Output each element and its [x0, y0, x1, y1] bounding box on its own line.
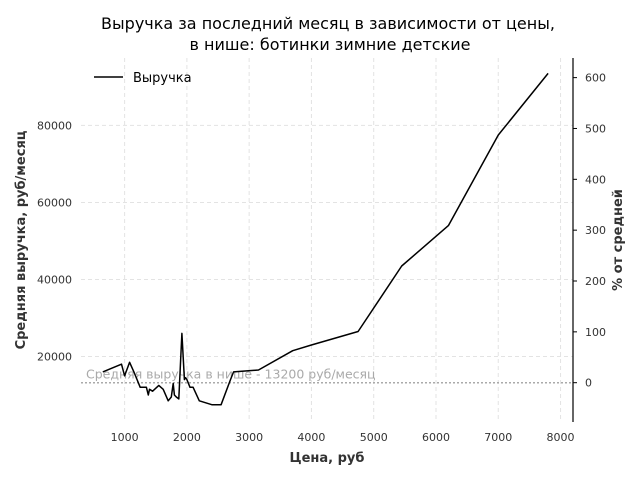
- y2-tick-label: 200: [585, 275, 606, 288]
- series-line-revenue: [102, 72, 549, 406]
- legend-label: Выручка: [133, 71, 192, 86]
- grid: [81, 58, 573, 422]
- y-tick-label: 20000: [37, 351, 72, 364]
- y2-tick-label: 600: [585, 72, 606, 85]
- y2-tick-label: 400: [585, 173, 606, 186]
- y-tick-label: 60000: [37, 196, 72, 209]
- y-tick-label: 80000: [37, 119, 72, 132]
- y2-tick-label: 500: [585, 122, 606, 135]
- x-tick-label: 6000: [422, 431, 450, 444]
- x-tick-label: 1000: [111, 431, 139, 444]
- x-tick-label: 5000: [360, 431, 388, 444]
- series-group: [102, 72, 549, 406]
- chart-title-line-2: в нише: ботинки зимние детские: [189, 35, 470, 54]
- x-tick-label: 2000: [173, 431, 201, 444]
- y2-tick-label: 0: [585, 377, 592, 390]
- axes: 1000 2000 3000 4000 5000 6000 7000 800020000400…: [37, 58, 606, 444]
- x-axis-label: Цена, руб: [290, 451, 365, 466]
- reference-line-group: Средняя выручка в нише - 13200 руб/месяц: [81, 367, 573, 384]
- y2-tick-label: 100: [585, 326, 606, 339]
- x-tick-label: 3000: [235, 431, 263, 444]
- reference-line-label: Средняя выручка в нише - 13200 руб/месяц: [86, 367, 376, 382]
- y-tick-label: 40000: [37, 273, 72, 286]
- y-axis-label: Средняя выручка, руб/месяц: [14, 130, 29, 349]
- chart-title-line-1: Выручка за последний месяц в зависимости…: [101, 14, 555, 33]
- x-tick-label: 7000: [484, 431, 512, 444]
- x-tick-label: 8000: [547, 431, 575, 444]
- y2-axis-label: % от средней: [611, 189, 626, 291]
- x-tick-label: 4000: [297, 431, 325, 444]
- y2-tick-label: 300: [585, 224, 606, 237]
